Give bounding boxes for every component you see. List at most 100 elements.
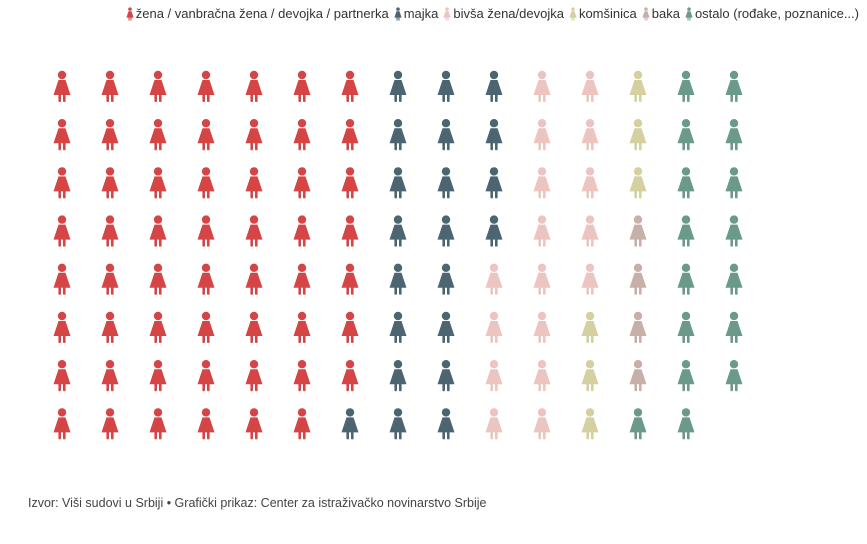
woman-icon [629, 408, 647, 440]
legend-label: komšinica [578, 6, 637, 21]
woman-icon [485, 119, 503, 151]
woman-icon [485, 70, 503, 102]
woman-icon [485, 408, 503, 440]
woman-icon [149, 263, 167, 295]
source-note: Izvor: Viši sudovi u Srbiji • Grafički p… [28, 496, 487, 510]
woman-icon [629, 167, 647, 199]
legend-item: baka [642, 6, 680, 21]
woman-icon [53, 215, 71, 247]
woman-icon [437, 167, 455, 199]
woman-icon [725, 215, 743, 247]
woman-icon [293, 215, 311, 247]
woman-icon [197, 408, 215, 440]
legend-label: majka [403, 6, 439, 21]
woman-icon [581, 70, 599, 102]
woman-icon [389, 408, 407, 440]
woman-icon [389, 119, 407, 151]
legend-woman-icon [126, 6, 134, 21]
woman-icon [101, 408, 119, 440]
woman-icon [245, 360, 263, 392]
woman-icon [245, 167, 263, 199]
woman-icon [341, 215, 359, 247]
woman-icon [293, 360, 311, 392]
woman-icon [437, 215, 455, 247]
woman-icon [485, 311, 503, 343]
woman-icon [581, 360, 599, 392]
woman-icon [725, 167, 743, 199]
legend-label: bivša žena/devojka [453, 6, 564, 21]
woman-icon [293, 263, 311, 295]
woman-icon [677, 360, 695, 392]
woman-icon [389, 360, 407, 392]
woman-icon [293, 70, 311, 102]
woman-icon [677, 263, 695, 295]
legend-label: ostalo (rođake, poznanice...) [694, 6, 859, 21]
woman-icon [485, 215, 503, 247]
woman-icon [533, 263, 551, 295]
woman-icon [725, 70, 743, 102]
woman-icon [101, 263, 119, 295]
woman-icon [341, 167, 359, 199]
woman-icon [149, 360, 167, 392]
woman-icon [245, 408, 263, 440]
woman-icon [101, 70, 119, 102]
woman-icon [533, 215, 551, 247]
woman-icon [197, 119, 215, 151]
legend-woman-icon [443, 6, 451, 21]
woman-icon [725, 311, 743, 343]
woman-icon [101, 360, 119, 392]
woman-icon [53, 360, 71, 392]
woman-icon [677, 119, 695, 151]
woman-icon [629, 70, 647, 102]
woman-icon [341, 311, 359, 343]
woman-icon [581, 408, 599, 440]
woman-icon [677, 408, 695, 440]
woman-icon [197, 167, 215, 199]
woman-icon [389, 263, 407, 295]
woman-icon [485, 167, 503, 199]
woman-icon [533, 70, 551, 102]
woman-icon [293, 408, 311, 440]
woman-icon [245, 70, 263, 102]
woman-icon [293, 119, 311, 151]
legend-item: bivša žena/devojka [443, 6, 564, 21]
woman-icon [389, 167, 407, 199]
woman-icon [437, 360, 455, 392]
woman-icon [197, 360, 215, 392]
woman-icon [293, 311, 311, 343]
woman-icon [101, 311, 119, 343]
woman-icon [677, 311, 695, 343]
legend-item: žena / vanbračna žena / devojka / partne… [126, 6, 389, 21]
woman-icon [581, 263, 599, 295]
woman-icon [245, 263, 263, 295]
woman-icon [677, 167, 695, 199]
woman-icon [53, 408, 71, 440]
woman-icon [341, 360, 359, 392]
woman-icon [341, 263, 359, 295]
woman-icon [437, 408, 455, 440]
woman-icon [533, 408, 551, 440]
woman-icon [725, 263, 743, 295]
woman-icon [533, 119, 551, 151]
pictogram-chart [53, 70, 743, 440]
woman-icon [437, 70, 455, 102]
legend-item: majka [394, 6, 439, 21]
woman-icon [581, 119, 599, 151]
woman-icon [485, 263, 503, 295]
woman-icon [149, 408, 167, 440]
woman-icon [341, 408, 359, 440]
legend-woman-icon [569, 6, 577, 21]
woman-icon [341, 119, 359, 151]
woman-icon [197, 70, 215, 102]
woman-icon [53, 70, 71, 102]
woman-icon [581, 215, 599, 247]
woman-icon [437, 311, 455, 343]
woman-icon [197, 215, 215, 247]
woman-icon [53, 119, 71, 151]
legend-woman-icon [642, 6, 650, 21]
woman-icon [149, 215, 167, 247]
woman-icon [581, 311, 599, 343]
woman-icon [149, 70, 167, 102]
woman-icon [629, 215, 647, 247]
legend-woman-icon [394, 6, 402, 21]
